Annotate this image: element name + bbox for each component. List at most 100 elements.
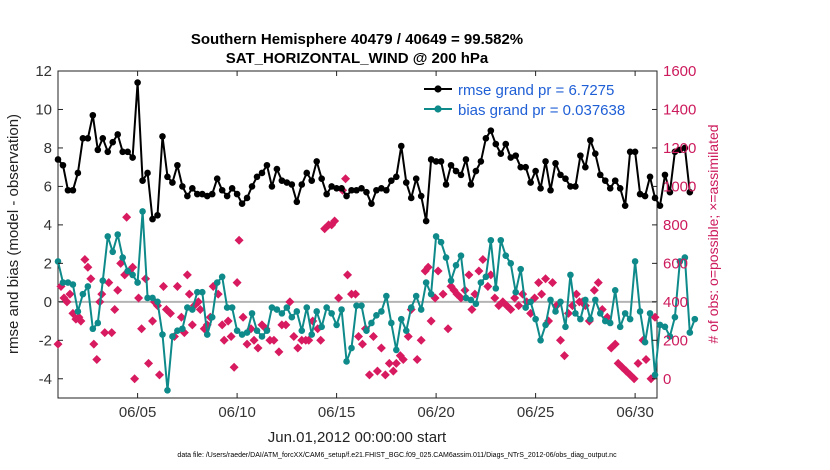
bias-point (174, 327, 181, 334)
rmse-point (293, 198, 301, 206)
obs-assimilated-marker (100, 328, 110, 338)
bias-point (402, 327, 410, 334)
bias-point (432, 233, 440, 240)
bias-point (208, 313, 216, 321)
obs-assimilated-marker (426, 316, 436, 326)
rmse-point (253, 173, 261, 181)
rmse-point (104, 148, 112, 156)
bias-point (567, 271, 574, 279)
rmse-point (263, 161, 271, 169)
obs-assimilated-marker (629, 374, 639, 384)
obs-assimilated-marker (412, 355, 422, 365)
obs-assimilated-marker (148, 316, 158, 326)
obs-assimilated-marker (416, 335, 426, 345)
bias-point (621, 310, 629, 317)
rmse-point (129, 154, 136, 161)
bias-point (353, 302, 360, 309)
bias-point (308, 331, 316, 338)
x-axis-label: Jun.01,2012 00:00:00 start (268, 429, 447, 446)
rmse-point (582, 163, 589, 171)
bias-point (587, 315, 594, 323)
y-right-tick-label: 800 (663, 217, 688, 234)
rmse-point (512, 152, 520, 159)
bias-point (74, 308, 82, 315)
rmse-point (507, 154, 515, 161)
rmse-point (502, 140, 510, 148)
rmse-point (562, 175, 569, 183)
x-tick-label: 06/20 (417, 404, 455, 421)
obs-assimilated-marker (223, 316, 233, 326)
obs-assimilated-marker (134, 293, 144, 303)
bias-point (427, 290, 435, 298)
obs-assimilated-marker (116, 258, 126, 268)
bias-point (417, 306, 425, 313)
rmse-point (99, 135, 107, 142)
obs-assimilated-marker (234, 235, 244, 245)
rmse-point (213, 175, 221, 183)
rmse-point (64, 186, 72, 194)
bias-point (492, 285, 500, 292)
bias-point (487, 236, 495, 244)
rmse-point (258, 169, 266, 177)
rmse-point (497, 150, 505, 158)
obs-assimilated-marker (172, 281, 182, 291)
rmse-point (233, 190, 241, 198)
bias-point (482, 273, 490, 281)
rmse-point (587, 136, 594, 144)
obs-assimilated-marker (62, 297, 72, 307)
obs-assimilated-marker (285, 297, 295, 307)
bias-point (198, 288, 206, 296)
bias-point (179, 325, 186, 333)
obs-assimilated-marker (83, 262, 93, 272)
rmse-point (363, 188, 370, 196)
rmse-point (407, 194, 415, 202)
rmse-point (437, 158, 445, 165)
obs-assimilated-marker (107, 328, 117, 338)
obs-assimilated-marker (376, 343, 386, 353)
obs-assimilated-marker (541, 274, 551, 284)
y-tick-label: 12 (35, 63, 52, 80)
rmse-point (447, 161, 455, 169)
rmse-point (243, 194, 251, 202)
bias-point (203, 331, 211, 338)
rmse-point (124, 148, 131, 156)
data-file-footer: data file: /Users/raeder/DAI/ATM_forcXX/… (177, 452, 617, 459)
obs-assimilated-marker (158, 281, 168, 291)
rmse-point (114, 131, 122, 138)
rmse-point (542, 158, 549, 165)
rmse-point (164, 173, 171, 181)
y-axis-label: rmse and bias (model - observation) (5, 114, 22, 354)
bias-point (636, 308, 644, 315)
bias-point (164, 387, 171, 394)
bias-point (99, 277, 107, 284)
obs-assimilated-marker (372, 366, 382, 376)
obs-assimilated-marker (443, 324, 453, 334)
obs-assimilated-marker (353, 331, 364, 341)
obs-assimilated-marker (253, 343, 263, 353)
bias-point (149, 294, 156, 302)
bias-point (646, 310, 654, 317)
obs-assimilated-marker (86, 274, 96, 284)
bias-point (681, 254, 689, 261)
bias-series (54, 208, 699, 394)
rmse-point (487, 127, 495, 134)
rmse-point (79, 135, 87, 142)
bias-point (577, 315, 584, 323)
obs-assimilated-marker (438, 289, 448, 299)
obs-assimilated-marker (559, 351, 569, 361)
rmse-point (74, 169, 82, 177)
obs-assimilated-marker (490, 293, 500, 303)
bias-point (631, 258, 639, 265)
y-axis-right-label: # of obs: o=possible; ×=assimilated (705, 124, 721, 343)
rmse-point (203, 192, 211, 200)
rmse-point (84, 135, 92, 142)
bias-point (94, 319, 102, 327)
bias-point (616, 323, 624, 331)
bias-point (343, 358, 350, 365)
bias-point (119, 254, 126, 261)
obs-assimilated-marker (357, 339, 367, 349)
rmse-point (601, 177, 609, 184)
y-axis-right: 0 200 400 600 800 1000 1200 1400 1600 (652, 63, 696, 388)
rmse-point (472, 167, 480, 175)
